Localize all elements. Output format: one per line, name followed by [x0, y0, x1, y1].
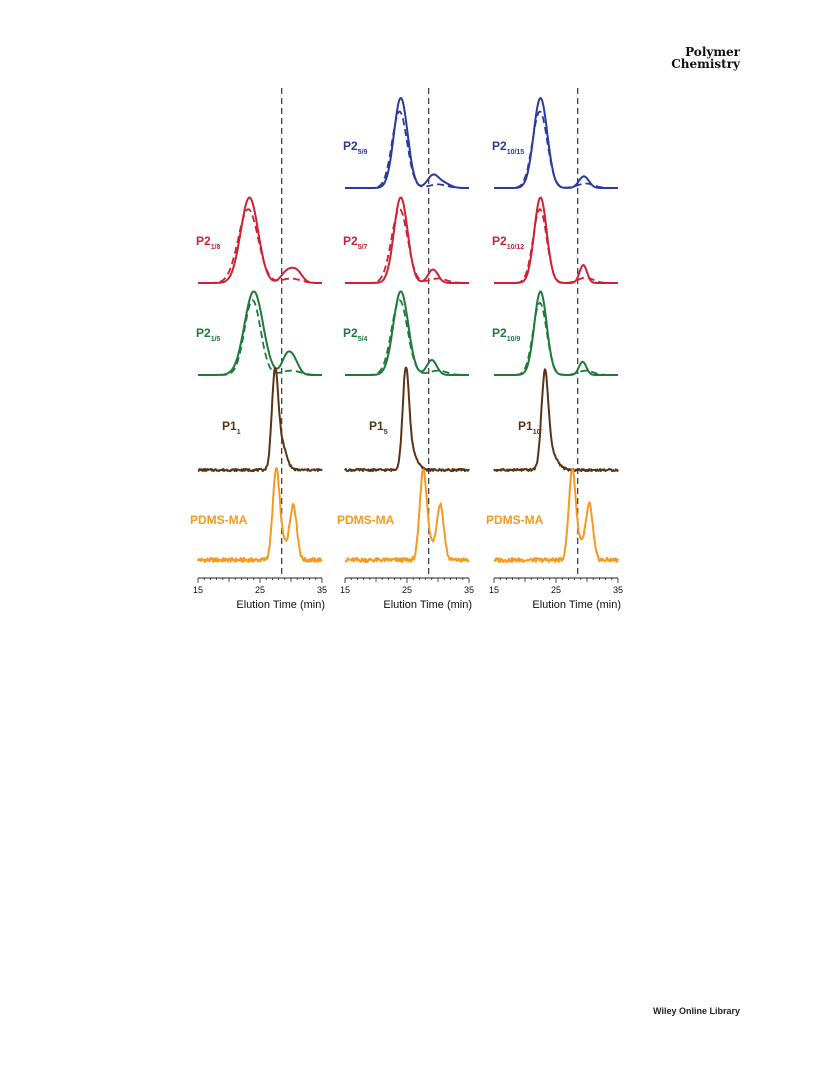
series-label: P21/5 [196, 326, 221, 343]
series-label-subscript: 5/9 [358, 149, 368, 156]
x-axis-title: Elution Time (min) [532, 599, 621, 611]
trace-p2-5-9: P25/9 [343, 97, 470, 189]
series-label: P110 [518, 419, 541, 436]
series-label-main: P1 [369, 419, 384, 433]
series-label-main: P1 [518, 419, 533, 433]
series-label-main: P1 [222, 419, 237, 433]
series-label-main: PDMS-MA [190, 513, 248, 527]
solid-trace-line [197, 290, 323, 376]
trace-pdms-ma: PDMS-MA [486, 467, 619, 563]
series-label-subscript: 1/5 [211, 336, 221, 343]
trace-p1-10: P110 [493, 368, 619, 473]
solid-trace-line [344, 366, 470, 473]
solid-trace-line [197, 196, 323, 284]
x-tick-label: 35 [317, 585, 327, 595]
series-label: P15 [369, 419, 388, 436]
solid-trace-line [197, 467, 323, 564]
series-label: P25/4 [343, 326, 368, 343]
solid-trace-line [493, 467, 619, 563]
series-label-subscript: 10 [533, 429, 541, 436]
trace-p2-10-9: P210/9 [492, 290, 619, 376]
series-label-main: P2 [343, 234, 358, 248]
trace-p2-10-15: P210/15 [492, 97, 619, 189]
series-label-subscript: 5/7 [358, 244, 368, 251]
series-label-subscript: 10/12 [507, 244, 525, 251]
x-tick-label: 15 [193, 585, 203, 595]
dashed-trace-line [345, 299, 469, 376]
x-tick-label: 15 [340, 585, 350, 595]
x-tick-label: 25 [255, 585, 265, 595]
publisher-footer: Wiley Online Library [653, 1006, 740, 1016]
solid-trace-line [344, 196, 470, 284]
series-label-main: P2 [196, 234, 211, 248]
trace-p1-5: P15 [344, 366, 470, 473]
trace-pdms-ma: PDMS-MA [190, 467, 323, 564]
solid-trace-line [197, 366, 323, 473]
series-label: P210/9 [492, 326, 520, 343]
dashed-trace-line [494, 301, 618, 376]
series-label-main: P2 [343, 139, 358, 153]
series-label-subscript: 1 [237, 429, 241, 436]
x-tick-label: 35 [613, 585, 623, 595]
series-label-main: P2 [492, 139, 507, 153]
journal-name-line2: Chemistry [671, 57, 740, 71]
series-label: P25/9 [343, 139, 368, 156]
series-label: P210/15 [492, 139, 524, 156]
x-tick-label: 25 [551, 585, 561, 595]
series-label-main: P2 [343, 326, 358, 340]
series-label-main: P2 [196, 326, 211, 340]
series-label-subscript: 5/4 [358, 336, 368, 343]
x-tick-label: 15 [489, 585, 499, 595]
x-tick-label: 35 [464, 585, 474, 595]
series-label: P210/12 [492, 234, 524, 251]
trace-p2-10-12: P210/12 [492, 196, 619, 284]
trace-pdms-ma: PDMS-MA [337, 468, 470, 564]
series-label-main: PDMS-MA [337, 513, 395, 527]
solid-trace-line [493, 290, 619, 376]
solid-trace-line [493, 368, 619, 473]
solid-trace-line [344, 97, 470, 189]
series-label: PDMS-MA [190, 513, 248, 527]
series-label: PDMS-MA [486, 513, 544, 527]
x-axis-title: Elution Time (min) [383, 599, 472, 611]
x-axis-title: Elution Time (min) [236, 599, 325, 611]
solid-trace-line [344, 290, 470, 376]
series-label: P21/8 [196, 234, 221, 251]
series-label-main: P2 [492, 326, 507, 340]
solid-trace-line [493, 196, 619, 284]
series-label-main: P2 [492, 234, 507, 248]
series-label: PDMS-MA [337, 513, 395, 527]
solid-trace-line [493, 97, 619, 189]
journal-logo: Polymer Chemistry [671, 46, 740, 70]
series-label-subscript: 1/8 [211, 244, 221, 251]
series-label-subscript: 10/15 [507, 149, 525, 156]
dashed-trace-line [198, 299, 322, 376]
solid-trace-line [344, 468, 470, 564]
series-label-subscript: 5 [384, 429, 388, 436]
series-label-main: PDMS-MA [486, 513, 544, 527]
series-label: P11 [222, 419, 241, 436]
x-tick-label: 25 [402, 585, 412, 595]
trace-p1-1: P11 [197, 366, 323, 473]
series-label-subscript: 10/9 [507, 336, 521, 343]
dashed-trace-line [494, 110, 618, 189]
trace-p2-5-4: P25/4 [343, 290, 470, 376]
series-label: P25/7 [343, 234, 368, 251]
dashed-trace-line [345, 110, 469, 189]
journal-name-line1: Polymer [685, 45, 740, 59]
trace-p2-1-8: P21/8 [196, 196, 323, 284]
trace-p2-1-5: P21/5 [196, 290, 323, 376]
dashed-trace-line [345, 208, 469, 284]
trace-p2-5-7: P25/7 [343, 196, 470, 284]
